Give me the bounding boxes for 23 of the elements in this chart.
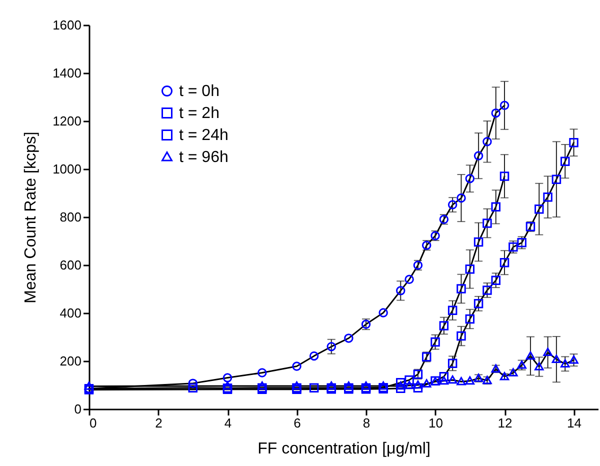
x-tick-label: 8 <box>362 416 370 430</box>
x-tick-label: 2 <box>155 416 162 430</box>
y-tick-label: 1200 <box>52 114 82 128</box>
y-tick-label: 1400 <box>52 66 82 80</box>
x-tick-label: 0 <box>90 416 97 430</box>
y-tick-label: 1000 <box>52 162 82 176</box>
y-tick-label: 600 <box>60 258 82 272</box>
y-tick-label: 1600 <box>52 18 82 32</box>
y-tick-label: 200 <box>60 354 82 368</box>
legend-label: t = 0h <box>179 83 220 100</box>
y-tick-label: 400 <box>60 306 82 320</box>
legend-label: t = 2h <box>179 105 220 122</box>
x-tick-label: 14 <box>567 416 582 430</box>
x-tick-label: 4 <box>224 416 232 430</box>
legend-label: t = 96h <box>179 149 228 166</box>
x-axis-title: FF concentration [μg/ml] <box>258 440 430 458</box>
x-tick-label: 12 <box>498 416 512 430</box>
y-tick-label: 800 <box>60 210 82 224</box>
legend-label: t = 24h <box>179 127 228 144</box>
x-tick-label: 6 <box>294 416 301 430</box>
y-axis-title: Mean Count Rate [kcps] <box>22 132 40 304</box>
y-tick-label: 0 <box>74 402 82 416</box>
x-tick-label: 10 <box>428 416 443 430</box>
